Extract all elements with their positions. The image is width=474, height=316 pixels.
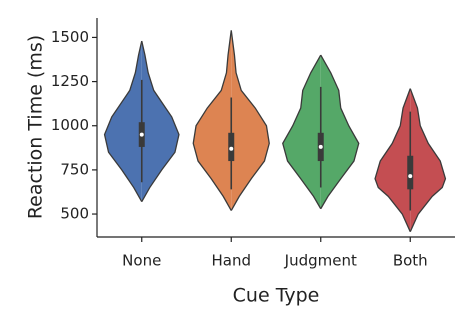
violin-outline [320, 54, 360, 210]
median [318, 144, 323, 149]
y-tick-label: 750 [60, 160, 89, 178]
violin-body [282, 55, 321, 209]
violin-body [320, 55, 359, 209]
violin-outline [141, 40, 180, 202]
median [139, 132, 144, 137]
violin-outline [230, 30, 270, 211]
violin-outline [103, 40, 143, 202]
violin-outline [374, 88, 411, 232]
violin-outline [282, 54, 322, 210]
x-tick-label: Both [393, 252, 428, 270]
violin-body [141, 40, 179, 202]
violin-outline [192, 30, 232, 211]
violin-body [231, 30, 270, 211]
x-tick-label: Judgment [284, 252, 357, 270]
violin-body [375, 88, 411, 232]
violin-outline [409, 88, 447, 232]
x-axis-label: Cue Type [233, 285, 320, 307]
violin-body [104, 40, 142, 202]
x-tick-label: None [122, 252, 161, 270]
violin-body [193, 30, 232, 211]
box [407, 155, 414, 190]
x-tick-label: Hand [212, 252, 252, 270]
violin-body [410, 88, 446, 232]
y-tick-label: 1250 [51, 72, 89, 90]
y-tick-label: 1000 [51, 116, 89, 134]
y-tick-label: 1500 [51, 28, 89, 46]
y-axis-label: Reaction Time (ms) [25, 35, 47, 219]
median [229, 146, 234, 151]
y-tick-label: 500 [60, 205, 89, 223]
median [408, 174, 413, 179]
